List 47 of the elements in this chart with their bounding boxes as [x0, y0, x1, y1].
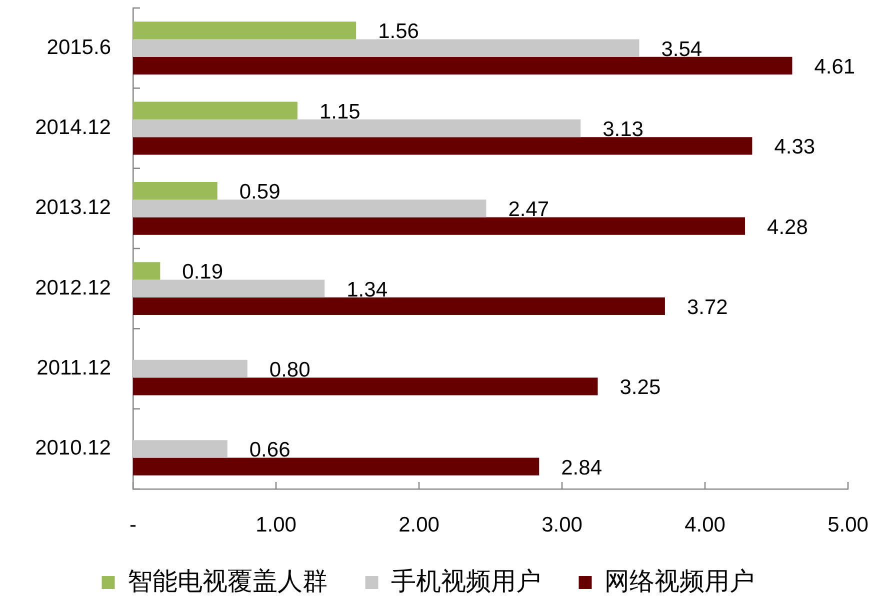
x-tick-label: 1.00: [256, 513, 296, 536]
legend-label: 网络视频用户: [604, 567, 754, 596]
bar: [133, 458, 540, 476]
legend-label: 智能电视覆盖人群: [127, 567, 328, 596]
data-label: 3.72: [686, 296, 728, 320]
data-label: 0.19: [182, 260, 224, 284]
bar: [133, 217, 746, 235]
bar: [133, 182, 218, 200]
bar: [133, 440, 228, 458]
data-label: 1.56: [378, 20, 419, 44]
x-tick-label: -: [130, 513, 136, 536]
y-tick-label: 2013.12: [35, 196, 111, 220]
x-tick-label: 2.00: [398, 513, 440, 536]
bar: [133, 200, 486, 218]
data-label: 1.34: [346, 278, 388, 302]
bar: [133, 137, 752, 155]
data-label: 0.66: [249, 438, 290, 462]
y-tick-label: 2011.12: [36, 356, 111, 380]
x-tick-label: 4.00: [684, 513, 726, 536]
x-tick-label: 3.00: [542, 513, 582, 536]
y-tick-label: 2014.12: [35, 116, 111, 140]
y-tick-label: 2012.12: [35, 276, 111, 300]
data-label: 3.54: [661, 38, 702, 61]
legend-label: 手机视频用户: [390, 567, 541, 596]
y-tick-label: 2015.6: [46, 36, 111, 59]
data-label: 3.25: [620, 376, 661, 400]
data-label: 0.59: [239, 180, 280, 204]
data-label: 2.84: [561, 456, 602, 480]
bar: [133, 102, 298, 120]
data-label: 1.15: [319, 100, 360, 124]
bar: [133, 22, 356, 40]
data-label: 4.33: [774, 136, 816, 159]
data-label: 2.47: [508, 198, 550, 222]
y-tick-label: 2010.12: [35, 436, 111, 460]
data-label: 4.61: [814, 56, 856, 79]
bar: [133, 378, 598, 396]
bar: [133, 56, 792, 75]
bar: [133, 280, 325, 298]
data-label: 4.28: [767, 216, 808, 239]
data-label: 3.13: [602, 118, 644, 142]
bar: [133, 39, 640, 57]
bar: [133, 297, 665, 316]
bar: [133, 262, 160, 280]
bar: [133, 119, 581, 138]
bar: [133, 360, 248, 378]
data-label: 0.80: [269, 358, 310, 382]
x-tick-label: 5.00: [828, 513, 868, 536]
